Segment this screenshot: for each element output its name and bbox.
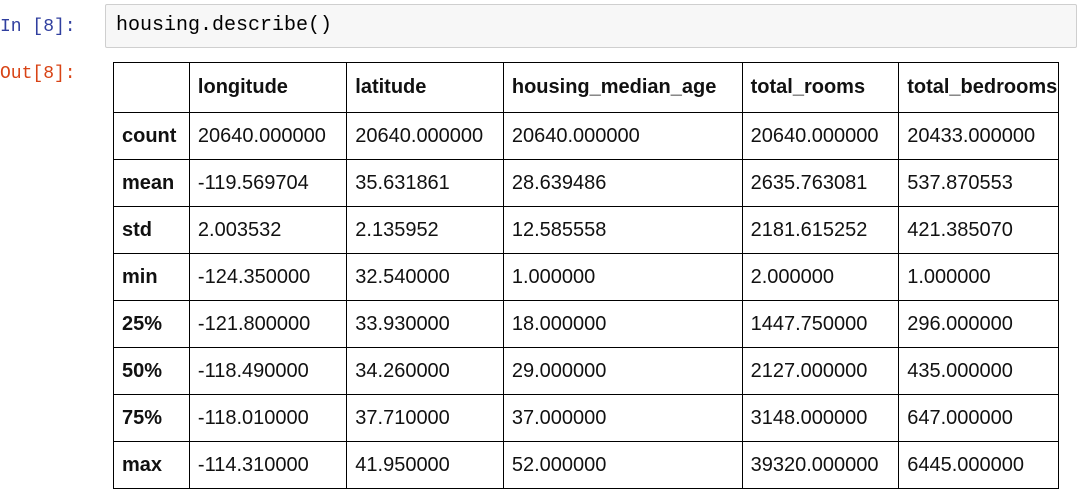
row-label: 75% [113, 394, 190, 442]
table-row: max -114.310000 41.950000 52.000000 39320.00… [113, 441, 1059, 489]
code-cell[interactable]: housing.describe() [105, 4, 1077, 48]
cell: 20640.000000 [741, 112, 900, 160]
cell: 35.631861 [346, 159, 504, 207]
cell: 20433.000000 [898, 112, 1059, 160]
column-header: housing_median_age [502, 62, 743, 113]
table-row: std 2.003532 2.135952 12.585558 2181.615252 4… [113, 206, 1059, 254]
row-label: mean [113, 159, 190, 207]
cell: 296.000000 [898, 300, 1059, 348]
row-label: 25% [113, 300, 190, 348]
cell: 2127.000000 [741, 347, 900, 395]
cell: 28.639486 [502, 159, 743, 207]
index-header [113, 62, 190, 113]
cell: 6445.000000 [898, 441, 1059, 489]
cell: 39320.000000 [741, 441, 900, 489]
output-area: longitude latitude housing_median_age total… [113, 62, 1059, 494]
cell: 3148.000000 [741, 394, 900, 442]
cell: 37.710000 [346, 394, 504, 442]
cell: 2635.763081 [741, 159, 900, 207]
cell: 2.003532 [188, 206, 348, 254]
cell: 2181.615252 [741, 206, 900, 254]
column-header: longitude [188, 62, 348, 113]
table-row: min -124.350000 32.540000 1.000000 2.000000 1… [113, 253, 1059, 301]
cell: 41.950000 [346, 441, 504, 489]
column-header: latitude [346, 62, 504, 113]
row-label: count [113, 112, 190, 160]
cell: 20640.000000 [188, 112, 348, 160]
describe-table: longitude latitude housing_median_age total… [113, 62, 1059, 489]
cell: 1447.750000 [741, 300, 900, 348]
table-row: 75% -118.010000 37.710000 37.000000 3148.000… [113, 394, 1059, 442]
table-row: 50% -118.490000 34.260000 29.000000 2127.000… [113, 347, 1059, 395]
cell: 435.000000 [898, 347, 1059, 395]
cell: -121.800000 [188, 300, 348, 348]
cell: 421.385070 [898, 206, 1059, 254]
cell: 37.000000 [502, 394, 743, 442]
table-row: count 20640.000000 20640.000000 20640.00000… [113, 112, 1059, 160]
cell: -118.010000 [188, 394, 348, 442]
cell: 32.540000 [346, 253, 504, 301]
cell: 33.930000 [346, 300, 504, 348]
cell: -114.310000 [188, 441, 348, 489]
cell: -124.350000 [188, 253, 348, 301]
cell: 18.000000 [502, 300, 743, 348]
row-label: max [113, 441, 190, 489]
row-label: 50% [113, 347, 190, 395]
table-row: mean -119.569704 35.631861 28.639486 2635.76… [113, 159, 1059, 207]
column-header: total_rooms [741, 62, 900, 113]
cell: 647.000000 [898, 394, 1059, 442]
output-prompt: Out[8]: [0, 64, 76, 84]
cell: -118.490000 [188, 347, 348, 395]
cell: 12.585558 [502, 206, 743, 254]
cell: 20640.000000 [346, 112, 504, 160]
input-prompt: In [8]: [0, 17, 76, 37]
cell: 52.000000 [502, 441, 743, 489]
column-header: total_bedrooms [898, 62, 1059, 113]
row-label: min [113, 253, 190, 301]
cell: 20640.000000 [502, 112, 743, 160]
cell: 1.000000 [898, 253, 1059, 301]
cell: 537.870553 [898, 159, 1059, 207]
cell: 34.260000 [346, 347, 504, 395]
header-row: longitude latitude housing_median_age total… [113, 62, 1059, 113]
cell: 1.000000 [502, 253, 743, 301]
cell: 29.000000 [502, 347, 743, 395]
cell: 2.000000 [741, 253, 900, 301]
row-label: std [113, 206, 190, 254]
cell: 2.135952 [346, 206, 504, 254]
table-row: 25% -121.800000 33.930000 18.000000 1447.750… [113, 300, 1059, 348]
cell: -119.569704 [188, 159, 348, 207]
